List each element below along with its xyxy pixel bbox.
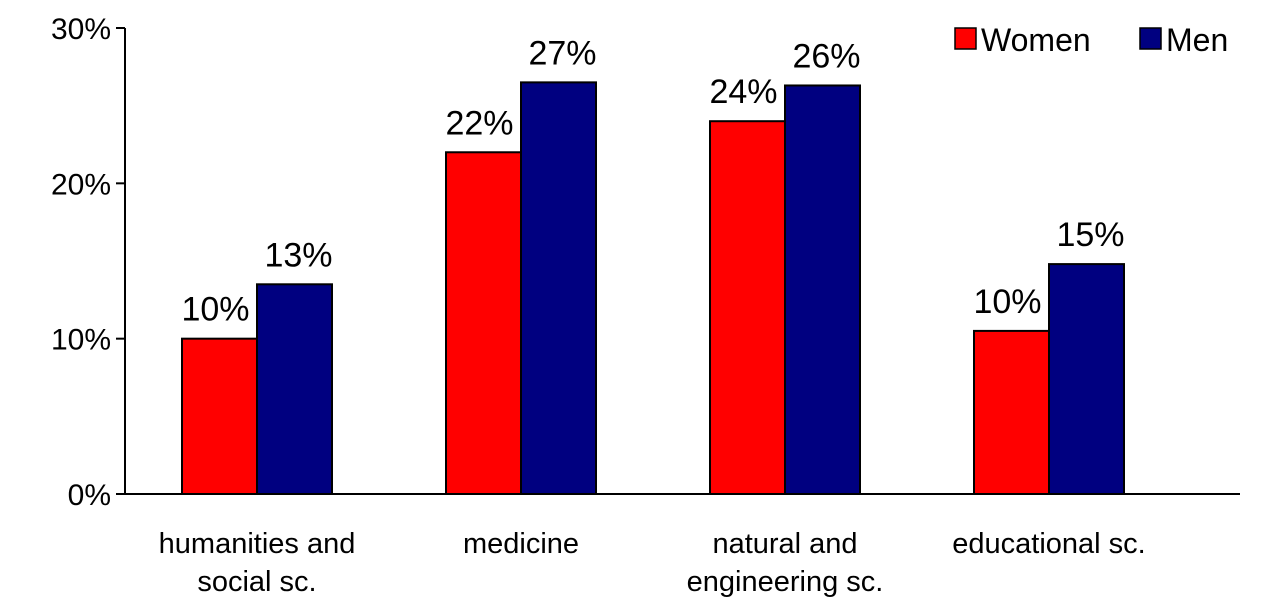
y-tick-label: 10% [51, 324, 111, 357]
data-label-women: 22% [445, 104, 513, 142]
legend-swatch-men [1139, 27, 1162, 50]
y-tick-label: 30% [51, 13, 111, 46]
data-label-women: 10% [973, 283, 1041, 321]
bar-women [973, 329, 1050, 495]
bar-men [256, 283, 333, 495]
bar-women [445, 151, 522, 495]
bar-men [520, 81, 597, 495]
category-labels: humanities and social sc. medicine natural … [159, 528, 1146, 598]
bar-men [1048, 263, 1125, 495]
data-label-men: 13% [264, 236, 332, 274]
category-label: educational sc. [952, 528, 1145, 560]
data-label-men: 27% [528, 34, 596, 72]
data-label-women: 10% [181, 291, 249, 329]
data-label-men: 26% [792, 37, 860, 75]
data-labels: 10% 13% 22% 27% 24% 26% 10% 15% [181, 34, 1124, 328]
legend-label-women: Women [981, 22, 1091, 58]
bar-men [784, 84, 861, 496]
bar-women [709, 120, 786, 495]
data-label-men: 15% [1056, 216, 1124, 254]
category-label: natural and [712, 528, 857, 560]
bars [181, 81, 1125, 496]
legend: Women Men [954, 22, 1228, 58]
legend-swatch-women [954, 27, 977, 50]
category-label: engineering sc. [687, 566, 884, 598]
legend-label-men: Men [1166, 22, 1228, 58]
y-tick-label: 0% [68, 479, 111, 512]
y-tick-label: 20% [51, 168, 111, 201]
category-label: social sc. [197, 566, 316, 598]
data-label-women: 24% [709, 73, 777, 111]
category-label: medicine [463, 528, 579, 560]
category-label: humanities and [159, 528, 356, 560]
bar-women [181, 337, 258, 495]
